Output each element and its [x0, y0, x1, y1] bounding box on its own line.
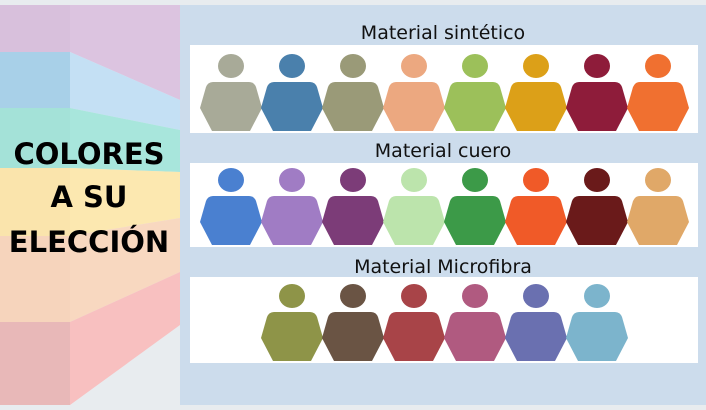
stripe-right — [70, 52, 180, 130]
stripe-right — [70, 218, 180, 322]
stripe-left — [0, 52, 70, 108]
section-title-microfiber: Material Microfibra — [354, 256, 532, 278]
slogan-line-1: COLORES — [13, 137, 165, 171]
color-stripes-decoration — [0, 5, 180, 405]
stripe-left — [0, 108, 70, 168]
section-title-leather: Material cuero — [374, 140, 512, 162]
color-swatch[interactable] — [565, 53, 628, 133]
color-swatch[interactable] — [382, 283, 445, 363]
color-swatch[interactable] — [504, 167, 567, 247]
slogan-line-3: ELECCIÓN — [8, 225, 170, 259]
color-swatch[interactable] — [565, 167, 628, 247]
color-swatch[interactable] — [199, 167, 262, 247]
color-swatch[interactable] — [443, 53, 506, 133]
color-swatch[interactable] — [504, 283, 567, 363]
color-swatch[interactable] — [626, 53, 689, 133]
slogan-line-2: A SU — [50, 180, 128, 214]
color-swatch[interactable] — [382, 167, 445, 247]
color-swatch[interactable] — [321, 53, 384, 133]
stripe-left — [0, 236, 70, 322]
stripe-right — [70, 272, 180, 405]
color-swatch[interactable] — [443, 283, 506, 363]
stripe-left — [0, 322, 70, 405]
stripe-right — [70, 108, 180, 172]
color-swatch[interactable] — [260, 283, 323, 363]
microfiber-swatches — [190, 277, 698, 363]
stripe-left — [0, 5, 70, 52]
leather-swatches — [190, 163, 698, 247]
color-swatch[interactable] — [443, 167, 506, 247]
color-swatch[interactable] — [626, 167, 689, 247]
color-swatch[interactable] — [260, 53, 323, 133]
stripe-right — [70, 168, 180, 236]
color-swatch[interactable] — [260, 167, 323, 247]
color-swatch[interactable] — [321, 283, 384, 363]
stripe-right — [70, 5, 180, 100]
synthetic-swatches — [190, 45, 698, 133]
color-swatch[interactable] — [565, 283, 628, 363]
stripe-left — [0, 168, 70, 236]
color-swatch[interactable] — [504, 53, 567, 133]
color-swatch[interactable] — [199, 53, 262, 133]
color-swatch[interactable] — [321, 167, 384, 247]
color-swatch[interactable] — [382, 53, 445, 133]
section-title-synthetic: Material sintético — [360, 22, 526, 44]
